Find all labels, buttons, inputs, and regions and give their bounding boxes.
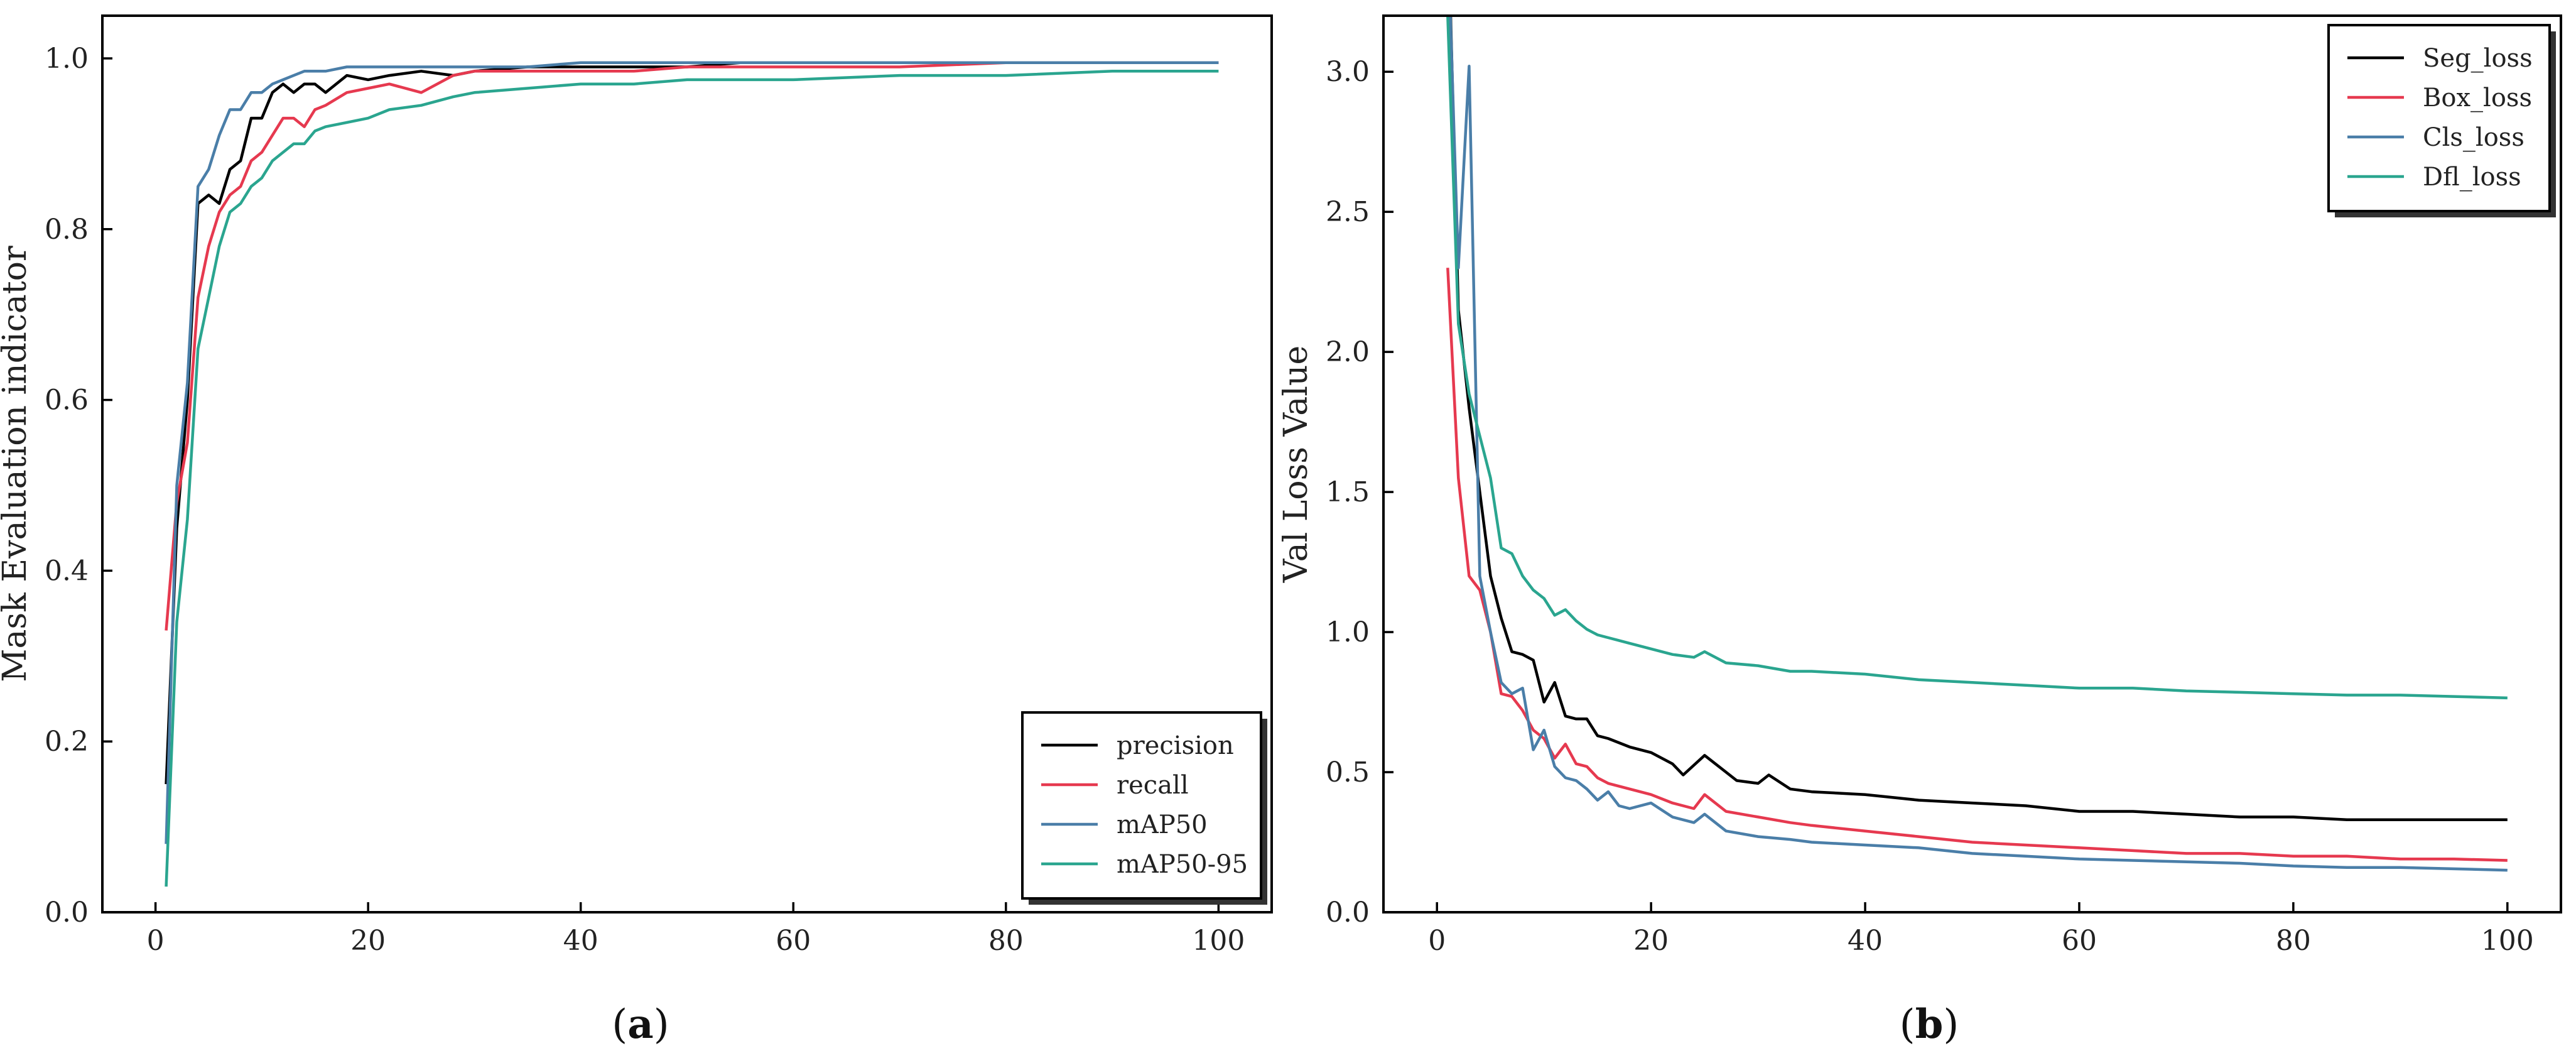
y-axis-label: Mask Evaluation indicator: [0, 246, 34, 682]
legend-entry: Seg_loss: [2423, 44, 2533, 73]
series-line-recall: [165, 61, 1219, 631]
legend-box: [2327, 24, 2551, 212]
x-tick-label: 100: [1192, 925, 1245, 957]
x-tick-label: 0: [1428, 925, 1446, 957]
x-tick-label: 100: [2481, 925, 2534, 957]
y-tick-label: 0.4: [45, 555, 89, 587]
series-line-precision: [165, 61, 1219, 785]
y-tick-label: 0.5: [1326, 756, 1370, 788]
y-tick-label: 0.2: [45, 726, 89, 758]
legend-entry: Box_loss: [2423, 84, 2532, 112]
x-tick-label: 40: [563, 925, 598, 957]
panel-a: 0 20 40 60 80 100 0.0 0.2 0.4 0.6 0.8 1.0 Mask Evalu…: [0, 14, 1273, 1048]
legend: Seg_loss Box_loss Cls_loss Dfl_loss: [2327, 24, 2556, 217]
x-tick-label: 0: [147, 925, 165, 957]
x-tick-label: 60: [776, 925, 811, 957]
series-line-Dfl_loss: [1446, 16, 2508, 700]
y-tick-label: 0.8: [45, 214, 89, 246]
x-tick-label: 60: [2062, 925, 2097, 957]
panel-caption: (b): [1900, 1001, 1959, 1048]
plot-frame: [101, 14, 1273, 913]
series-line-Box_loss: [1446, 268, 2508, 862]
panel-caption: (a): [612, 1001, 669, 1048]
y-tick-label: 2.0: [1326, 336, 1370, 368]
series-line-Seg_loss: [1449, 16, 2508, 822]
x-tick-label: 80: [2276, 925, 2311, 957]
x-tick-label: 20: [1633, 925, 1669, 957]
plot-frame: [1382, 14, 2562, 913]
series-line-mAP50-95: [165, 70, 1219, 887]
legend-entry: recall: [1117, 771, 1189, 800]
legend: precision recall mAP50 mAP50-95: [1021, 711, 1267, 905]
y-tick-label: 1.5: [1326, 476, 1370, 508]
legend-entry: mAP50: [1117, 810, 1208, 839]
legend-entry: Dfl_loss: [2423, 163, 2521, 192]
y-tick-label: 0.0: [45, 897, 89, 929]
series-line-Cls_loss: [1449, 16, 2508, 872]
series-line-mAP50: [165, 61, 1219, 844]
y-tick-label: 1.0: [45, 43, 89, 75]
legend-entry: precision: [1117, 731, 1234, 760]
legend-box: [1021, 711, 1262, 900]
x-tick-label: 80: [988, 925, 1024, 957]
legend-entry: Cls_loss: [2423, 123, 2525, 152]
legend-entry: mAP50-95: [1117, 850, 1248, 879]
y-tick-label: 1.0: [1326, 616, 1370, 648]
y-tick-label: 0.6: [45, 384, 89, 417]
x-tick-label: 40: [1848, 925, 1883, 957]
y-tick-label: 3.0: [1326, 56, 1370, 88]
y-tick-label: 0.0: [1326, 897, 1370, 929]
x-tick-label: 20: [350, 925, 386, 957]
y-tick-label: 2.5: [1326, 196, 1370, 228]
y-axis-label: Val Loss Value: [1277, 346, 1315, 583]
panel-b: 0 20 40 60 80 100 0.0 0.5 1.0 1.5 2.0 2.5 3.0 Val Los…: [1277, 14, 2562, 1048]
